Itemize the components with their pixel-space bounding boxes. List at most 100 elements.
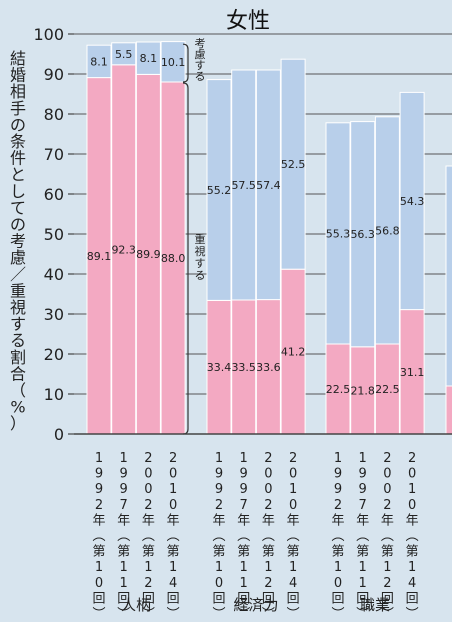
x-tick-label-char: ︵ [92,529,105,544]
x-tick-label-char: 9 [120,467,128,482]
x-tick-label-char: ︶ [331,607,344,622]
x-tick-label-char: ︵ [237,529,250,544]
x-tick-label-char: ︵ [331,529,344,544]
x-tick-label-char: 9 [215,482,223,497]
x-tick-label-char: 0 [289,467,297,482]
value-label-kouryo: 10.1 [161,56,186,69]
value-label-kouryo: 57.4 [256,179,281,192]
x-tick-label-char: ︶ [117,607,130,622]
value-label-kouryo: 52.5 [281,158,306,171]
x-tick-label-char: ︶ [356,607,369,622]
y-tick-label: 100 [33,25,64,44]
y-tick-label: 50 [44,225,64,244]
x-tick-label-char: 回 [212,591,225,606]
x-tick-label-char: 1 [215,560,223,575]
x-tick-label-char: 4 [169,576,177,591]
x-tick-label-char: 1 [240,560,248,575]
x-tick-label-char: 年 [142,513,155,528]
value-label-kouryo: 8.1 [140,52,158,65]
y-axis-label-char: て [10,198,26,217]
y-axis-label-char: 慮 [10,248,26,267]
x-tick-label-char: 1 [120,560,128,575]
bar-kouryo [160,41,186,83]
bar-kouryo [231,69,257,301]
x-tick-label-char: 回 [331,591,344,606]
x-tick-label-char: 2 [334,498,342,513]
x-tick-label-char: 回 [356,591,369,606]
x-tick-label-char: ︵ [406,529,419,544]
x-tick-label-char: 1 [408,482,416,497]
annotation-kouryo-char: 考 [195,37,206,50]
x-tick-label-char: 7 [359,498,367,513]
x-tick-label-char: 4 [408,576,416,591]
x-tick-label-char: 2 [289,451,297,466]
x-tick-label-char: 0 [264,467,272,482]
y-axis-label-char: 視 [10,298,26,317]
x-tick-label-char: 2 [383,576,391,591]
y-axis-label-char: 考 [10,232,26,251]
x-tick-label-char: 1 [359,560,367,575]
bar-kouryo [255,69,281,301]
y-axis-label-char: 結 [10,49,26,68]
annotation-kouryo-char: 慮 [195,47,206,61]
x-tick-label-char: 回 [287,591,300,606]
value-label-juushi: 41.2 [281,346,306,359]
bar-kouryo [325,122,351,345]
y-axis-label-char: 手 [10,99,26,118]
x-tick-label-char: 9 [334,482,342,497]
bar-juushi [399,309,425,435]
x-tick-label-char: 年 [287,513,300,528]
x-tick-label-char: 1 [120,451,128,466]
x-tick-label-char: 年 [331,513,344,528]
x-tick-label-char: 2 [144,576,152,591]
x-tick-label-char: 回 [167,591,180,606]
x-tick-label-char: 9 [120,482,128,497]
y-axis-label-char: す [10,315,26,334]
value-label-juushi: 33.5 [231,361,256,374]
x-tick-label-char: 回 [262,591,275,606]
x-tick-label-char: 第 [92,545,105,560]
x-tick-label-char: 1 [334,560,342,575]
x-tick-label-char: 回 [117,591,130,606]
bar-juushi [325,343,351,435]
bar-juushi [445,385,452,435]
x-tick-label-char: 1 [240,576,248,591]
x-tick-label-char: ︵ [356,529,369,544]
bar-juushi [86,77,112,435]
bar-kouryo [350,121,376,348]
chart-title: 女性 [226,9,270,34]
bar-kouryo [399,91,425,311]
x-tick-label-char: ︵ [117,529,130,544]
group-label: 経済力 [234,596,279,614]
annotation-kouryo-char: す [195,59,206,72]
bar-juushi [255,299,281,435]
x-tick-label-char: 1 [289,560,297,575]
value-label-juushi: 31.1 [400,366,425,379]
x-tick-label-char: ︶ [262,607,275,622]
x-tick-label-char: ︶ [142,607,155,622]
value-label-kouryo: 56.3 [350,228,375,241]
x-tick-label-char: 回 [237,591,250,606]
x-tick-label-char: 第 [262,545,275,560]
x-tick-label-char: 2 [264,576,272,591]
group-label: 人柄 [121,596,151,614]
y-axis-ticks: 0 10 20 30 40 50 60 70 80 90 100 [33,25,74,444]
y-tick-label: 80 [44,105,64,124]
y-tick-label: 90 [44,65,64,84]
x-tick-label-char: 0 [408,467,416,482]
y-axis-label-char: ／ [10,265,26,284]
x-tick-label-char: 年 [167,513,180,528]
bars [86,41,452,435]
x-tick-label-char: 1 [120,576,128,591]
x-tick-label-char: 2 [383,451,391,466]
x-tick-label-char: ︵ [381,529,394,544]
value-label-juushi: 92.3 [111,243,136,256]
y-axis-label-char: 合 [10,364,26,383]
x-tick-label-char: 1 [169,560,177,575]
y-axis-label-char: の [10,215,26,234]
x-tick-label-char: ︶ [381,607,394,622]
bar-kouryo [135,41,161,75]
x-tick-label-char: 0 [215,576,223,591]
y-tick-label: 0 [54,425,64,444]
